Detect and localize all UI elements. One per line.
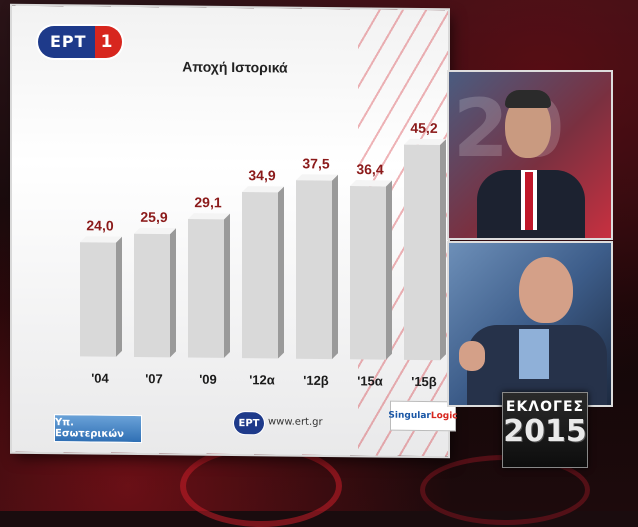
bar-value-label: 34,9 xyxy=(248,167,275,183)
bar-group: 34,9 '12α xyxy=(242,167,284,387)
chart-title: Αποχή Ιστορικά xyxy=(182,59,288,76)
bar-category-label: '15β xyxy=(411,374,437,389)
bar-category-label: '09 xyxy=(199,372,217,387)
video-panel-guest xyxy=(449,243,611,405)
elections-year: 2015 xyxy=(503,414,587,449)
bar-top xyxy=(242,186,284,193)
ert-small-logo: ΕΡΤ xyxy=(234,412,264,435)
bar-chart: Αποχή Ιστορικά 24,0 '04 25,9 '07 29,1 '09 34,9… xyxy=(80,59,446,389)
website-url: www.ert.gr xyxy=(268,416,323,428)
bar-group: 25,9 '07 xyxy=(134,209,176,386)
bar xyxy=(242,192,278,359)
guest-shirt xyxy=(519,329,549,379)
bar-value-label: 36,4 xyxy=(356,161,383,177)
bar-top xyxy=(188,213,230,220)
bar-value-label: 45,2 xyxy=(410,120,437,136)
bar-side xyxy=(278,186,284,359)
bar xyxy=(404,144,440,361)
bar xyxy=(80,242,116,357)
bar-side xyxy=(116,236,122,357)
guest-head xyxy=(519,257,573,323)
bar-side xyxy=(224,213,230,358)
bar-top xyxy=(80,236,122,243)
bar-category-label: '15α xyxy=(357,373,383,388)
bar-top xyxy=(404,138,446,146)
presenter-tie xyxy=(525,172,533,230)
elections-2015-badge: ΕΚΛΟΓΕΣ 2015 xyxy=(502,392,588,468)
guest-hand xyxy=(459,341,485,371)
bars-layer: 24,0 '04 25,9 '07 29,1 '09 34,9 '12α 37,5 '12β 36,… xyxy=(80,120,446,389)
bar-group: 45,2 '15β xyxy=(404,120,446,389)
bar-value-label: 25,9 xyxy=(140,209,167,225)
bar xyxy=(296,180,332,360)
bar-category-label: '04 xyxy=(91,371,109,386)
bar-side xyxy=(386,180,392,360)
bar-value-label: 37,5 xyxy=(302,155,329,171)
bar-group: 29,1 '09 xyxy=(188,194,230,387)
bar-value-label: 24,0 xyxy=(86,217,113,233)
singular-logic-logo: Singular Logic xyxy=(388,400,458,432)
bar-category-label: '12β xyxy=(303,373,329,388)
floor-ring-decoration xyxy=(180,445,342,527)
presenter-hair xyxy=(505,90,551,108)
bar-category-label: '07 xyxy=(145,371,163,386)
ert-logo-number: 1 xyxy=(94,26,123,58)
bar-top xyxy=(134,227,176,235)
logic-logo-text: Logic xyxy=(430,411,458,422)
bar-value-label: 29,1 xyxy=(194,194,221,210)
bar-group: 37,5 '12β xyxy=(296,155,338,388)
ert1-channel-logo: ΕΡΤ 1 xyxy=(38,26,123,58)
bar xyxy=(188,219,224,358)
bar-side xyxy=(440,139,446,361)
bar xyxy=(350,185,386,360)
bar-group: 24,0 '04 xyxy=(80,217,122,386)
singular-logo-text: Singular xyxy=(388,410,431,422)
bar-group: 36,4 '15α xyxy=(350,161,392,389)
bar-side xyxy=(170,228,176,358)
bar xyxy=(134,233,170,358)
bar-top xyxy=(350,180,392,187)
bar-category-label: '12α xyxy=(249,372,275,387)
ert-logo-text: ΕΡΤ xyxy=(38,26,95,58)
video-panel-presenter: 20 xyxy=(449,72,611,238)
bar-side xyxy=(332,174,338,360)
chart-board: Αποχή Ιστορικά 24,0 '04 25,9 '07 29,1 '09 34,9… xyxy=(12,5,458,457)
bar-top xyxy=(296,174,338,181)
elections-label: ΕΚΛΟΓΕΣ xyxy=(505,399,585,415)
source-label: Υπ. Εσωτερικών xyxy=(54,414,142,444)
